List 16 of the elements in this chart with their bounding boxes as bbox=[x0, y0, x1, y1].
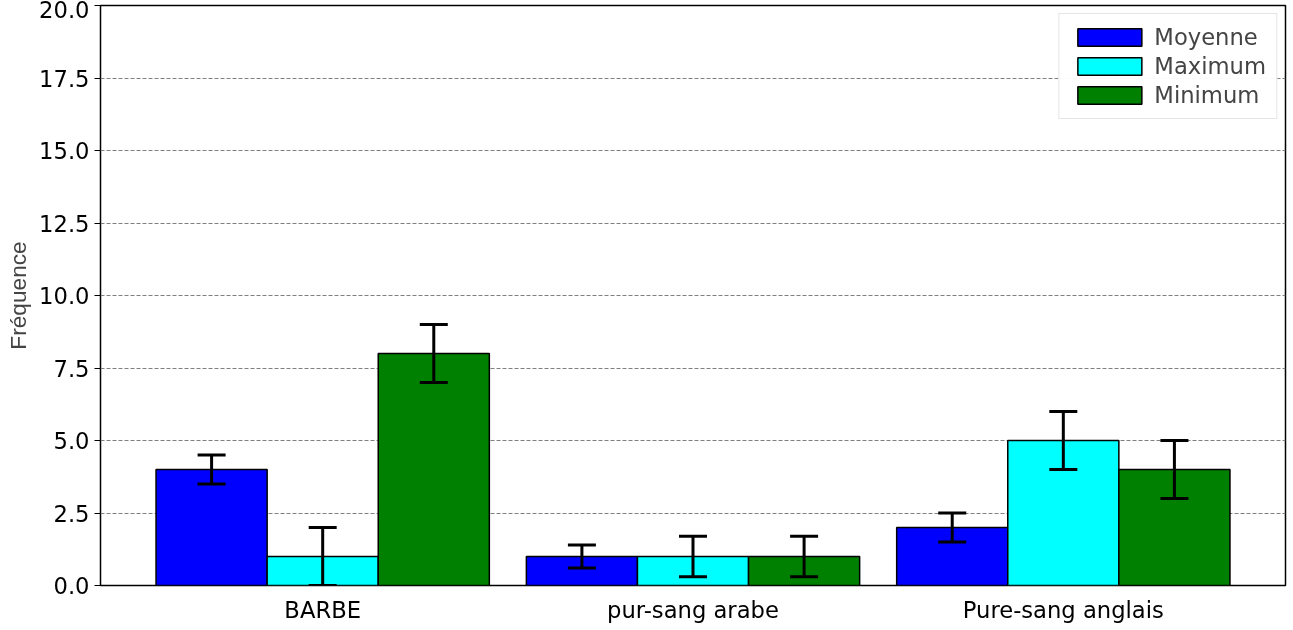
y-tick-label: 12.5 bbox=[39, 210, 90, 237]
y-tick-label: 5.0 bbox=[53, 428, 90, 454]
y-axis-title: Fréquence bbox=[5, 241, 32, 350]
legend-label: Maximum bbox=[1154, 53, 1266, 79]
legend-label: Minimum bbox=[1154, 82, 1260, 108]
x-tick-label: BARBE bbox=[284, 596, 362, 623]
y-tick-label: 17.5 bbox=[39, 65, 90, 92]
y-tick-label: 20.0 bbox=[39, 0, 90, 23]
x-tick-label: pur-sang arabe bbox=[607, 596, 779, 623]
y-tick-label: 15.0 bbox=[39, 138, 90, 164]
y-tick-label: 7.5 bbox=[53, 355, 90, 382]
legend-label: Moyenne bbox=[1154, 24, 1258, 50]
y-tick-label: 0.0 bbox=[53, 573, 90, 599]
x-tick-label: Pure-sang anglais bbox=[962, 596, 1164, 623]
y-tick-label: 2.5 bbox=[53, 500, 90, 527]
y-tick-label: 10.0 bbox=[39, 283, 90, 309]
